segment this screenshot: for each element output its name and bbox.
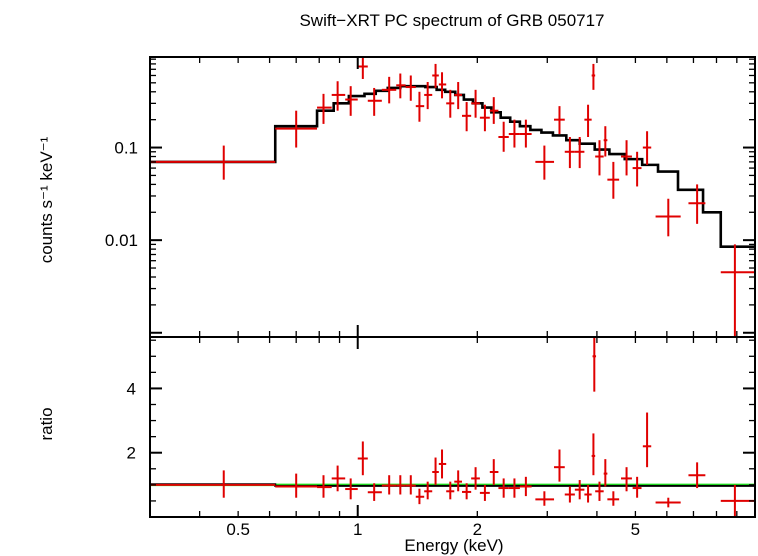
spectrum-data-point xyxy=(454,82,462,110)
ratio-data-point xyxy=(498,478,509,498)
ratio-data-point xyxy=(461,483,472,500)
spectrum-data-point xyxy=(424,82,433,110)
spectrum-data-point xyxy=(405,75,416,101)
ratio-data-point xyxy=(150,470,276,498)
y-tick-label: 0.01 xyxy=(105,231,138,250)
ratio-data-point xyxy=(424,481,433,500)
spectrum-data-point xyxy=(438,72,447,99)
spectrum-data-point xyxy=(415,91,425,122)
y-tick-label: 0.1 xyxy=(114,139,138,158)
ratio-points xyxy=(150,337,755,517)
x-tick-label: 1 xyxy=(353,520,362,539)
spectrum-data-point xyxy=(595,140,604,176)
ratio-data-point xyxy=(367,483,382,501)
ratio-data-point xyxy=(357,441,368,476)
spectrum-data-point xyxy=(498,121,509,152)
spectrum-data-point xyxy=(642,131,652,165)
spectrum-data-point xyxy=(489,97,499,124)
ratio-data-point xyxy=(688,462,706,489)
ratio-data-point xyxy=(591,433,596,476)
ratio-frame xyxy=(149,336,756,518)
chart-title: Swift−XRT PC spectrum of GRB 050717 xyxy=(299,11,604,30)
ratio-data-point xyxy=(454,470,462,492)
y-tick-label: 2 xyxy=(127,444,136,463)
ratio-data-point xyxy=(471,467,480,490)
ratio-data-point xyxy=(415,488,425,505)
spectrum-data-point xyxy=(331,81,346,111)
spectrum-data-point xyxy=(432,63,439,88)
spectrum-data-point xyxy=(554,106,565,135)
spectrum-data-point xyxy=(461,102,472,132)
spectrum-data-point xyxy=(150,145,276,180)
spectrum-data-point xyxy=(688,184,706,224)
x-tick-label: 2 xyxy=(473,520,482,539)
ratio-tick-labels: 2 4 0.5 1 2 5 xyxy=(127,379,641,539)
spectrum-data-point xyxy=(591,63,596,90)
spectrum-data-point xyxy=(519,119,532,148)
spectrum-data-point xyxy=(381,76,397,104)
ratio-data-point xyxy=(607,491,620,506)
ratio-data-point xyxy=(642,412,652,468)
ratio-data-point xyxy=(519,476,532,497)
spectrum-data-point xyxy=(655,198,681,237)
spectrum-tick-labels: 0.01 0.1 xyxy=(105,139,138,251)
ratio-data-point xyxy=(345,478,358,500)
data-points xyxy=(150,57,755,337)
ratio-data-point xyxy=(554,449,565,482)
x-tick-label: 0.5 xyxy=(226,520,250,539)
ratio-data-point xyxy=(331,465,346,492)
spectrum-data-point xyxy=(357,57,368,79)
ratio-data-point xyxy=(595,481,604,501)
spectrum-panel: 0.01 0.1 xyxy=(105,56,756,338)
ratio-data-point xyxy=(396,475,406,495)
ratio-data-point xyxy=(438,449,447,479)
ratio-data-point xyxy=(603,459,608,487)
spectrum-data-point xyxy=(535,145,555,180)
ratio-data-point xyxy=(432,457,439,485)
spectrum-data-point xyxy=(396,73,406,99)
spectrum-data-point xyxy=(345,86,358,116)
ratio-data-point xyxy=(621,467,632,492)
ratio-data-point xyxy=(564,486,575,503)
ratio-data-point xyxy=(405,475,416,495)
ratio-data-point xyxy=(574,480,585,500)
ratio-data-point xyxy=(655,497,681,508)
spectrum-data-point xyxy=(632,151,642,187)
ratio-data-point xyxy=(381,475,397,495)
spectrum-data-point xyxy=(574,136,585,169)
ratio-data-point xyxy=(489,459,499,485)
spectrum-data-point xyxy=(720,244,755,337)
spectrum-data-point xyxy=(446,89,455,118)
y-axis-label-counts: counts s⁻¹ keV⁻¹ xyxy=(37,136,56,263)
spectrum-data-point xyxy=(607,161,620,199)
ratio-data-point xyxy=(584,484,592,503)
model-histogram-line xyxy=(150,84,755,248)
spectrum-data-point xyxy=(508,119,520,148)
spectrum-data-point xyxy=(471,89,480,118)
ratio-data-point xyxy=(275,473,318,498)
spectrum-data-point xyxy=(603,126,608,157)
ratio-data-point xyxy=(479,484,490,501)
spectrum-data-point xyxy=(621,140,632,176)
ratio-panel: 2 4 0.5 1 2 5 xyxy=(127,336,756,539)
y-axis-label-ratio: ratio xyxy=(37,407,56,440)
spectrum-data-point xyxy=(584,104,592,137)
ratio-data-point xyxy=(592,337,597,392)
ratio-data-point xyxy=(632,476,642,498)
ratio-data-point xyxy=(446,481,455,500)
ratio-data-point xyxy=(317,475,332,498)
spectrum-data-point xyxy=(317,93,332,124)
spectrum-data-point xyxy=(479,104,490,132)
y-tick-label: 4 xyxy=(127,379,136,398)
ratio-data-point xyxy=(535,491,555,506)
spectrum-data-point xyxy=(275,110,318,148)
model-histogram xyxy=(150,84,755,248)
x-tick-label: 5 xyxy=(631,520,640,539)
spectrum-data-point xyxy=(367,87,382,116)
spectrum-data-point xyxy=(564,136,575,169)
ratio-data-point xyxy=(508,478,520,498)
x-axis-label: Energy (keV) xyxy=(404,536,503,555)
